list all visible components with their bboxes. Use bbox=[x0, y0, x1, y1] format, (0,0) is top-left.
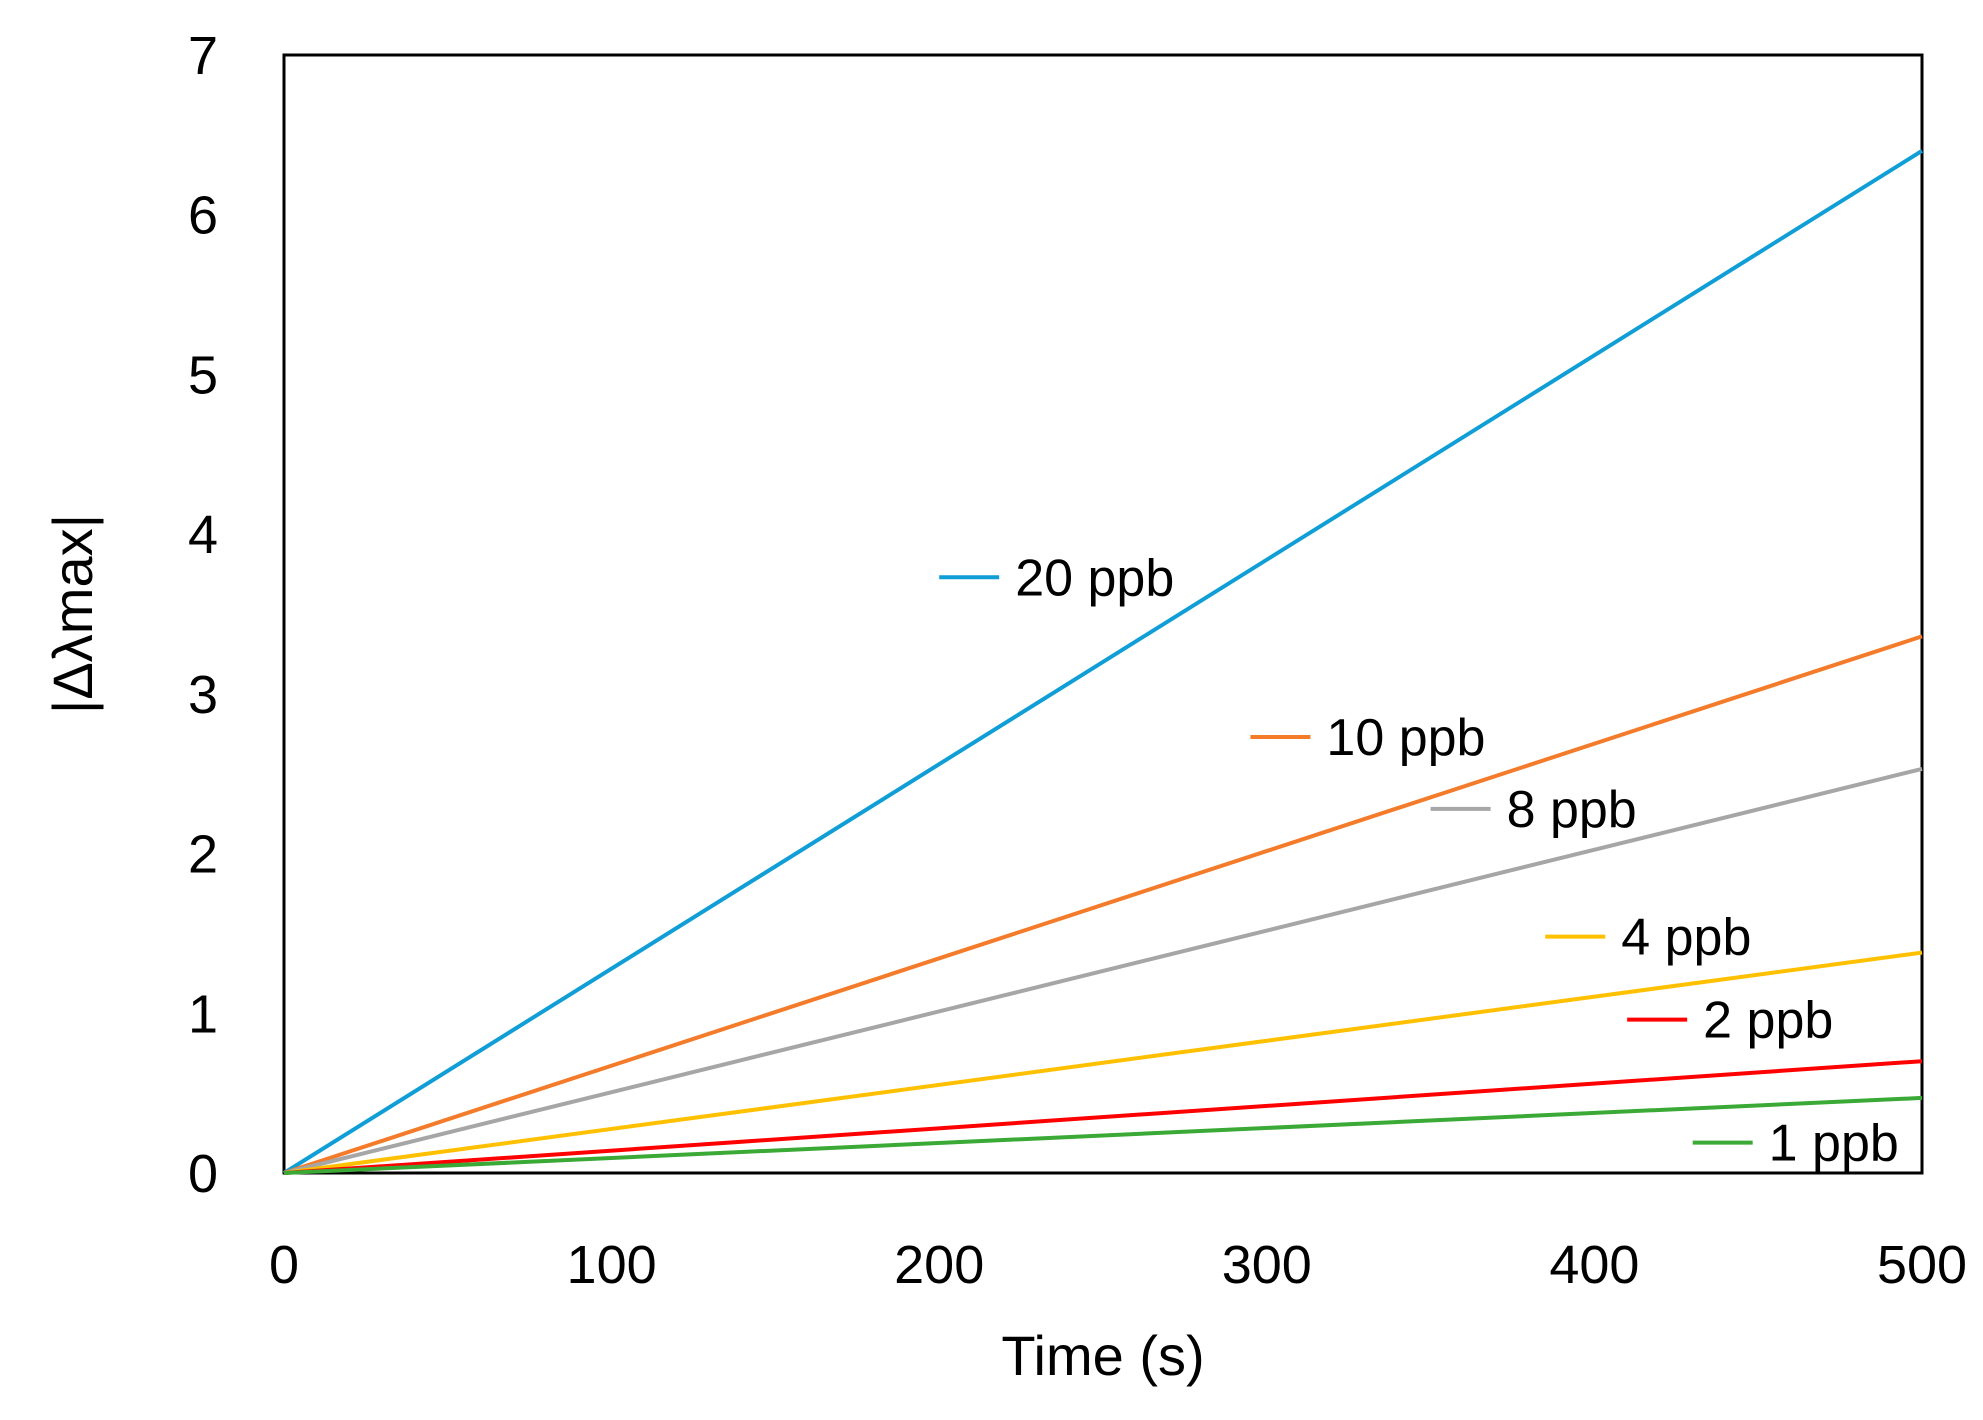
x-tick-label: 300 bbox=[1222, 1235, 1312, 1295]
series-line-8-ppb bbox=[283, 766, 1923, 1175]
x-tick-label: 100 bbox=[567, 1235, 657, 1295]
legend-label: 4 ppb bbox=[1621, 909, 1751, 967]
x-tick-label: 500 bbox=[1877, 1235, 1967, 1295]
legend-layer: 20 ppb 10 ppb 8 ppb 4 ppb 2 ppb 1 ppb bbox=[939, 549, 1899, 1173]
y-tick-label: 3 bbox=[188, 665, 218, 725]
series-layer bbox=[282, 149, 1924, 1175]
y-axis-ticks: 0 1 2 3 4 5 6 7 bbox=[188, 26, 218, 1204]
series-line-20-ppb bbox=[282, 149, 1924, 1175]
y-tick-label: 1 bbox=[188, 984, 218, 1044]
y-tick-label: 7 bbox=[188, 26, 218, 86]
series-line-1-ppb bbox=[283, 1095, 1923, 1175]
legend-label: 20 ppb bbox=[1015, 549, 1174, 607]
y-tick-label: 6 bbox=[188, 186, 218, 246]
y-axis-title: |Δλmax| bbox=[41, 514, 104, 714]
y-tick-label: 2 bbox=[188, 825, 218, 885]
legend-label: 1 ppb bbox=[1769, 1115, 1899, 1173]
legend-label: 10 ppb bbox=[1326, 709, 1485, 767]
y-tick-label: 5 bbox=[188, 345, 218, 405]
series-line-10-ppb bbox=[283, 634, 1923, 1175]
series-line-2-ppb bbox=[283, 1059, 1923, 1175]
x-axis-ticks: 0 100 200 300 400 500 bbox=[269, 1235, 1967, 1295]
x-tick-label: 200 bbox=[894, 1235, 984, 1295]
x-tick-label: 400 bbox=[1549, 1235, 1639, 1295]
y-tick-label: 0 bbox=[188, 1144, 218, 1204]
x-axis-title: Time (s) bbox=[1001, 1324, 1204, 1387]
plot-area bbox=[282, 53, 1924, 1175]
series-line-4-ppb bbox=[283, 950, 1923, 1175]
legend-label: 8 ppb bbox=[1507, 781, 1637, 839]
legend-label: 2 ppb bbox=[1703, 992, 1833, 1050]
y-tick-label: 4 bbox=[188, 505, 218, 565]
x-tick-label: 0 bbox=[269, 1235, 299, 1295]
